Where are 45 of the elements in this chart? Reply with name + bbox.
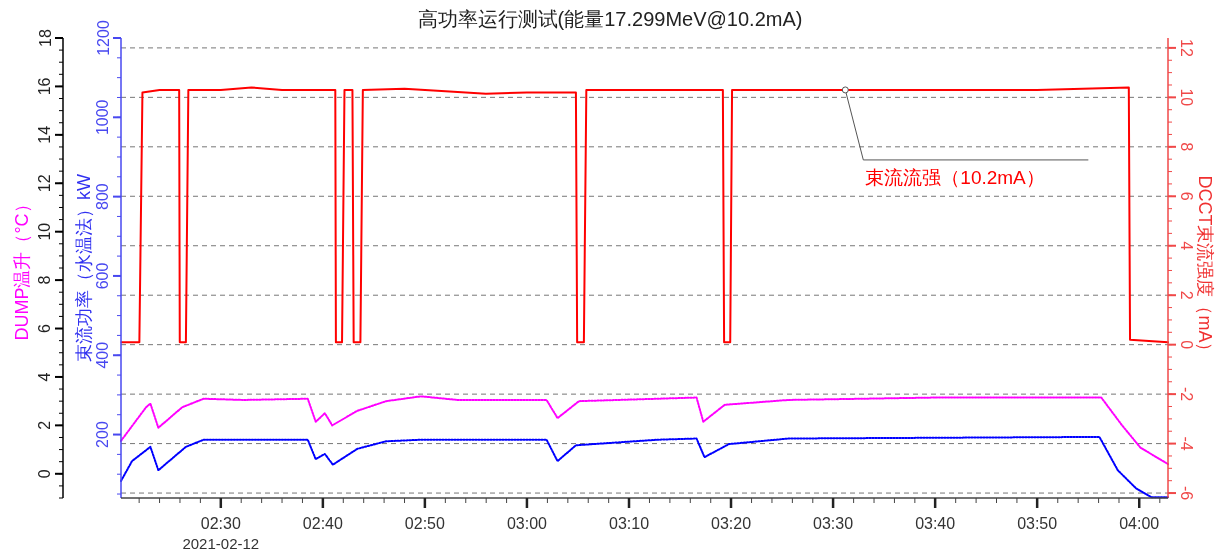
x-tick-label: 03:40 [915,515,956,532]
x-tick-label: 03:20 [710,515,752,532]
y2-tick-label: 400 [94,341,112,369]
y-tick-label: -2 [1177,387,1195,402]
x-tick-label: 02:50 [404,515,445,532]
y3-tick-label: 6 [36,323,54,333]
y-tick-label: 10 [1177,88,1195,107]
x-tick-label: 04:00 [1119,515,1160,532]
y3-tick-label: 8 [36,275,54,285]
line-series [120,395,1169,466]
x-tick-label: 02:30 [200,515,241,532]
y-tick-label: 8 [1177,142,1195,152]
y3-tick-label: 4 [36,372,54,382]
y3-tick-label: 10 [36,222,54,241]
y-tick-label: -6 [1177,485,1195,501]
y2-tick-label: 800 [94,183,112,210]
y-tick-label: 0 [1177,340,1195,350]
y3-axis-title: DUMP温升（°C） [12,195,32,341]
y-tick-label: -4 [1177,436,1195,451]
y-tick-label: 12 [1177,38,1195,57]
x-tick-label: 03:10 [608,515,650,532]
x-tick-label: 02:40 [302,515,343,532]
y2-tick-label: 1000 [94,99,112,136]
y-axis-title: DCCT束流强度（mA） [1195,175,1215,361]
y3-tick-label: 12 [36,174,54,193]
y3-tick-label: 2 [36,420,54,430]
y3-tick-label: 18 [36,29,54,47]
y3-tick-label: 16 [36,77,54,96]
y2-tick-label: 1200 [94,20,112,56]
y3-tick-label: 14 [36,125,54,144]
text: 2021-02-12 [182,535,260,552]
line-series [120,86,1169,344]
y2-axis-title: 束流功率（水温法）kW [74,174,94,362]
y2-tick-label: 600 [94,262,112,290]
chart-title: 高功率运行测试(能量17.299MeV@10.2mA) [417,8,803,30]
line-series [120,435,1169,499]
y-tick-label: 2 [1177,290,1195,300]
y-tick-label: 4 [1177,241,1195,251]
y2-tick-label: 200 [94,421,112,448]
y3-tick-label: 0 [36,469,54,479]
x-tick-label: 03:00 [506,515,548,532]
annotation: 束流流强（10.2mA） [865,166,1045,188]
x-tick-label: 03:30 [813,515,854,532]
y-tick-label: 6 [1177,191,1195,201]
x-tick-label: 03:50 [1017,515,1058,532]
